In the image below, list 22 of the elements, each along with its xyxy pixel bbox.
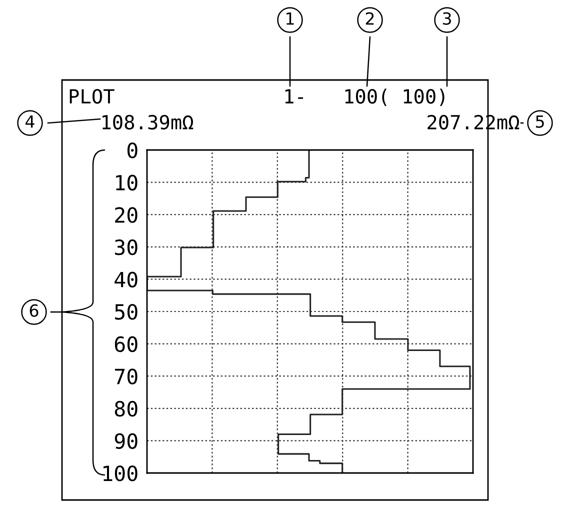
text: PLOT (70, 88, 114, 104)
text: 5 (536, 115, 544, 128)
text: 1 (286, 12, 294, 25)
text: 2 (366, 12, 374, 25)
y-tick-label: 100 (104, 466, 138, 482)
y-tick-label: 0 (127, 142, 138, 158)
x-tick-label: 108.39mΩ (102, 114, 194, 130)
y-tick-label: 90 (114, 433, 138, 449)
text: 6 (30, 304, 38, 317)
text: 100( 100) (345, 88, 444, 106)
y-tick-label: 30 (114, 239, 138, 256)
text: 4 (26, 115, 34, 128)
y-tick-label: 40 (114, 272, 138, 288)
text: 1- (285, 89, 304, 104)
y-tick-label: 50 (115, 304, 138, 320)
y-tick-label: 80 (114, 400, 138, 417)
y-tick-label: 10 (116, 174, 138, 191)
y-tick-label: 60 (114, 336, 138, 352)
text: 3 (442, 12, 451, 25)
y-tick-label: 20 (115, 207, 138, 223)
y-tick-label: 70 (114, 368, 138, 384)
line-series (147, 150, 471, 473)
